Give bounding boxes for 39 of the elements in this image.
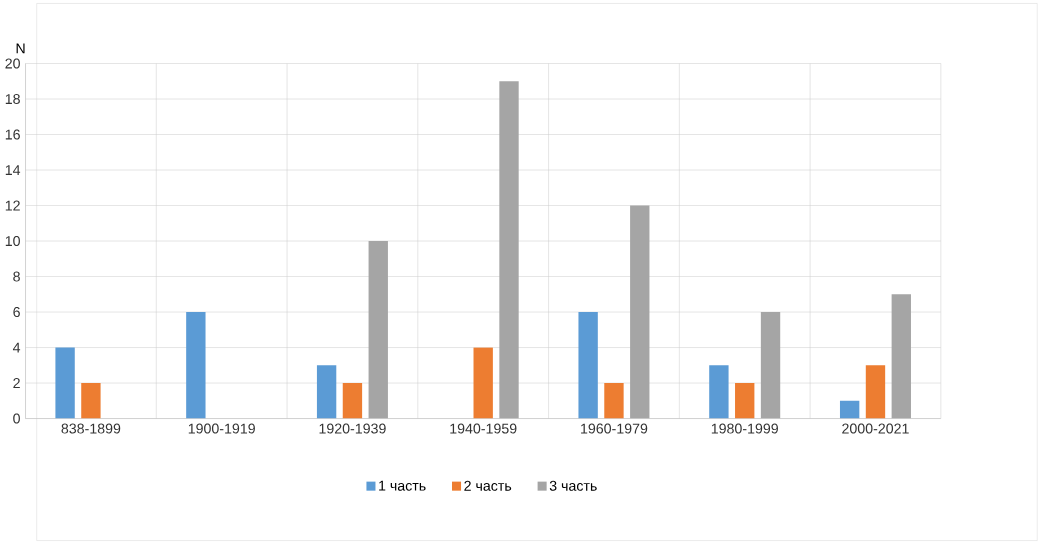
legend-label: 2 часть — [464, 480, 512, 491]
x-tick-label: 1980-1999 — [711, 423, 778, 434]
bar — [186, 312, 206, 419]
bar — [839, 400, 860, 419]
y-axis-title: N — [16, 43, 25, 54]
y-tick-label: 16 — [5, 129, 20, 140]
bar — [709, 365, 729, 419]
y-tick-label: 2 — [13, 378, 20, 389]
x-tick-label: 2000-2021 — [842, 423, 909, 434]
y-tick-label: 0 — [13, 413, 20, 424]
y-tick-label: 8 — [13, 271, 20, 282]
bar — [81, 383, 101, 419]
legend-label: 3 часть — [549, 480, 597, 491]
bar — [735, 383, 755, 419]
bar — [578, 312, 598, 419]
y-tick-label: 18 — [5, 94, 20, 105]
x-tick-label: 1960-1979 — [581, 423, 648, 434]
y-tick-label: 12 — [5, 200, 20, 211]
bar — [342, 383, 363, 419]
y-tick-label: 6 — [13, 307, 20, 318]
x-tick-label: 1940-1959 — [450, 423, 517, 434]
y-tick-label: 20 — [5, 58, 20, 69]
bar — [604, 383, 624, 419]
bar — [630, 205, 650, 419]
legend-label: 1 часть — [379, 481, 426, 491]
bar — [316, 365, 337, 419]
bar — [760, 312, 781, 419]
y-tick-label: 4 — [12, 342, 21, 353]
bar — [891, 294, 911, 419]
bar — [865, 365, 886, 419]
y-tick-label: 14 — [5, 165, 21, 176]
bar — [55, 347, 75, 419]
x-tick-label: 1900-1919 — [188, 423, 255, 434]
x-tick-label: 838-1899 — [61, 423, 121, 434]
bar — [499, 81, 519, 419]
bar — [368, 241, 388, 419]
y-tick-label: 10 — [5, 236, 20, 247]
x-tick-label: 1920-1939 — [319, 423, 386, 434]
bar — [473, 347, 493, 419]
